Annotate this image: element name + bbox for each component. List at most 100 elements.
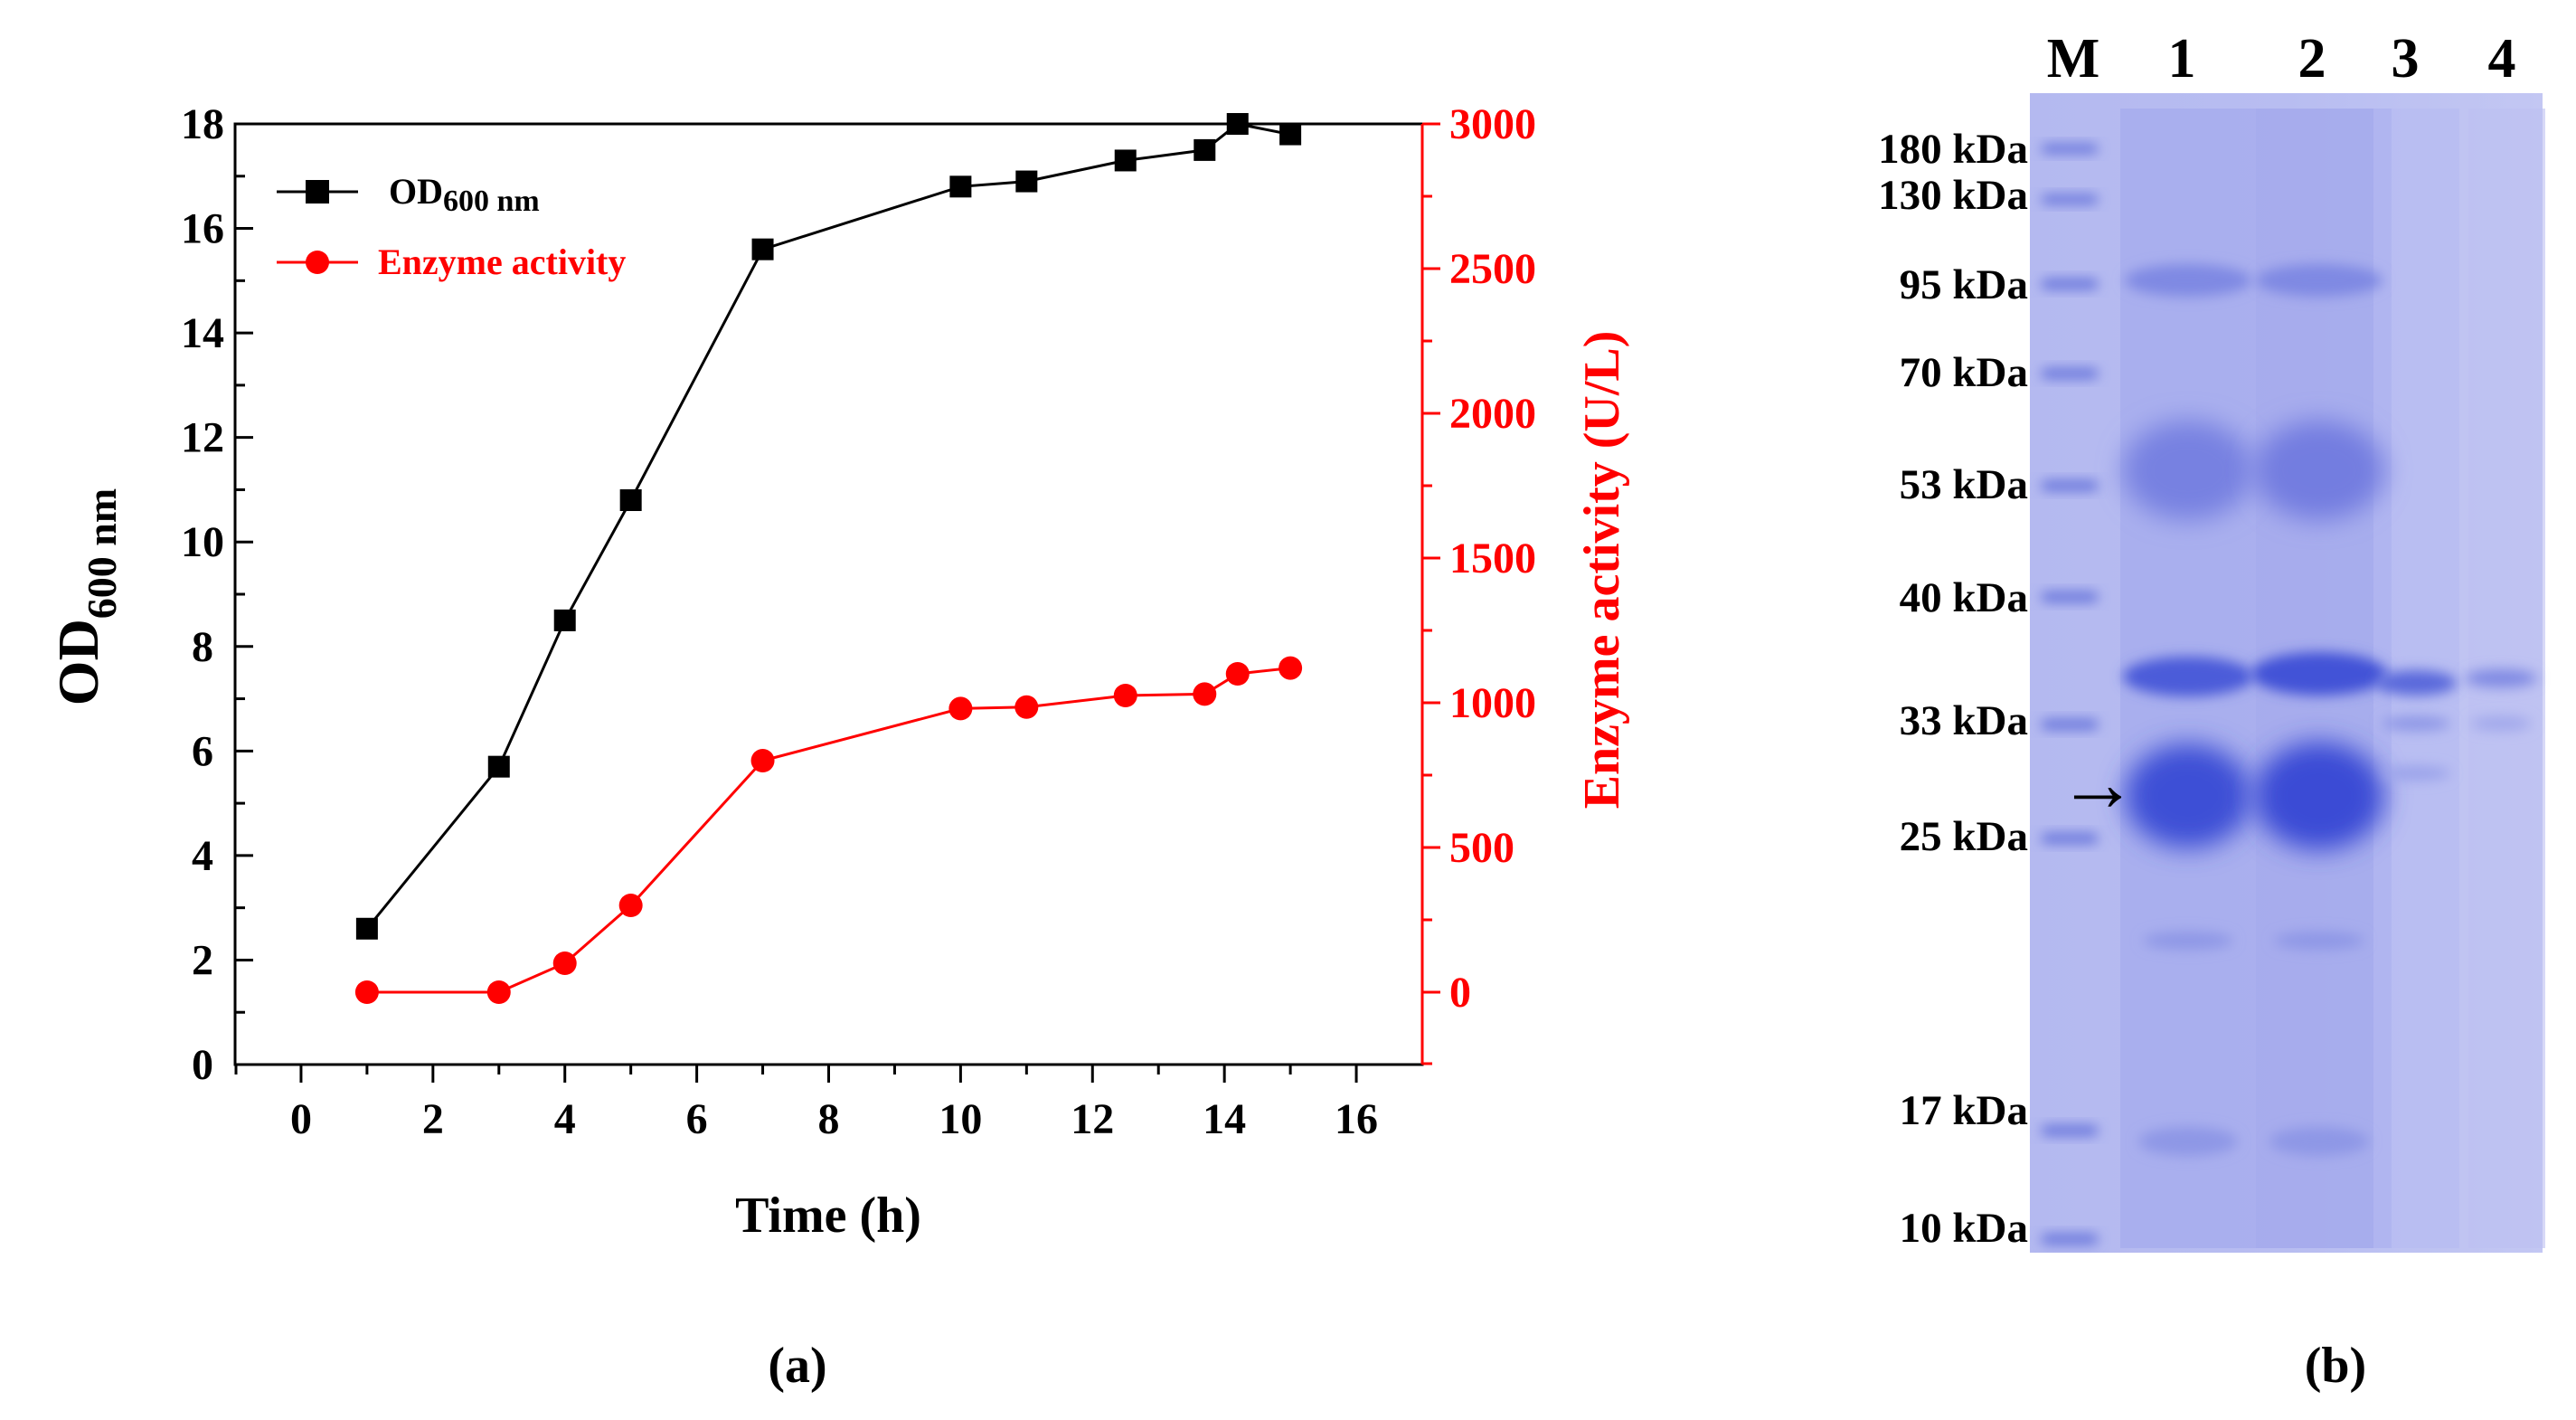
lane-4-band-faint [2470, 716, 2532, 731]
lane-1-bands [2123, 264, 2253, 1156]
x-tick-label-4: 4 [554, 1095, 576, 1143]
lane-2-band-target [2254, 742, 2384, 850]
marker-label-53: 53 kDa [1900, 461, 2028, 508]
marker-label-130: 130 kDa [1878, 172, 2028, 219]
y2-tick-label-0: 0 [1449, 969, 1471, 1017]
od600-point [553, 609, 576, 631]
y-tick-label-4: 4 [192, 832, 213, 880]
lane-4-band-33kda [2465, 669, 2537, 687]
lane-2-bands [2251, 264, 2387, 1156]
legend-activity-marker [306, 251, 329, 274]
enzyme-activity-point [1279, 656, 1303, 680]
target-band-arrow-icon: → [2058, 741, 2137, 828]
enzyme-activity-point [1225, 662, 1250, 686]
left-y-axis-title: OD600 nm [46, 488, 125, 705]
series-line-enzyme-activity [366, 667, 1291, 994]
y-tick-label-18: 18 [181, 100, 224, 148]
panel-a-caption: (a) [768, 1338, 826, 1394]
right-y-axis-title: Enzyme activity (U/L) [1574, 331, 1630, 809]
left-y-axis-ticks: 0 2 4 6 8 10 12 14 16 18 [181, 100, 253, 1089]
lane-1-band-bottom [2138, 1127, 2238, 1156]
marker-band-53 [2042, 481, 2098, 490]
od600-point [1279, 123, 1302, 146]
marker-lane-bands [2042, 145, 2098, 1244]
lane-1-band-high [2125, 264, 2251, 297]
y-tick-label-10: 10 [181, 518, 224, 566]
od600-point [1226, 113, 1249, 135]
x-tick-label-12: 12 [1071, 1095, 1114, 1143]
lane-label-2: 2 [2298, 28, 2326, 90]
marker-band-180 [2042, 145, 2098, 153]
od600-point [1114, 149, 1137, 172]
marker-band-70 [2042, 369, 2098, 378]
lane-2-band-high [2256, 264, 2383, 297]
legend-od-label: OD600 nm [389, 171, 540, 218]
od600-point [1194, 138, 1216, 161]
y2-tick-label-2500: 2500 [1449, 245, 1536, 293]
marker-label-40: 40 kDa [1900, 574, 2028, 621]
od600-point [355, 917, 378, 940]
marker-label-70: 70 kDa [1900, 349, 2028, 396]
y-tick-label-16: 16 [181, 205, 224, 253]
y-tick-label-6: 6 [192, 727, 213, 775]
od600-point [619, 489, 642, 511]
x-tick-label-14: 14 [1203, 1095, 1246, 1143]
sds-page-gel-panel: M 1 2 3 4 180 kDa 130 kDa 95 kDa 70 kDa … [1878, 28, 2545, 1394]
enzyme-activity-point [1014, 695, 1039, 719]
lane-2-band-mid [2254, 421, 2384, 520]
od600-point [751, 238, 774, 260]
lane-3-band-faint [2382, 766, 2450, 781]
y-tick-label-14: 14 [181, 309, 224, 357]
legend-od-marker [306, 180, 329, 204]
enzyme-activity-point [948, 696, 973, 721]
x-tick-label-16: 16 [1335, 1095, 1378, 1143]
od600-point [949, 175, 972, 198]
enzyme-activity-point [486, 980, 511, 1004]
marker-label-95: 95 kDa [1900, 261, 2028, 308]
marker-label-17: 17 kDa [1900, 1087, 2028, 1134]
lane-2-band-33kda [2251, 652, 2387, 696]
right-y-axis-ticks: 0 500 1000 1500 2000 2500 3000 [1420, 100, 1536, 1065]
lane-label-m: M [2047, 28, 2100, 90]
left-y-axis-title-sub: 600 nm [79, 488, 125, 619]
growth-and-activity-chart: 0 2 4 6 8 10 12 14 16 0 2 4 6 8 10 12 14 16 18 0 500 1000 15… [46, 100, 1630, 1394]
y-tick-label-2: 2 [192, 936, 213, 984]
x-tick-label-6: 6 [686, 1095, 708, 1143]
marker-band-40 [2042, 592, 2098, 601]
marker-label-25: 25 kDa [1900, 813, 2028, 860]
enzyme-activity-point [1113, 684, 1137, 707]
enzyme-activity-point [354, 980, 379, 1004]
marker-band-130 [2042, 195, 2098, 204]
enzyme-activity-point [1193, 682, 1217, 706]
lane-label-4: 4 [2488, 28, 2516, 90]
series-markers [354, 113, 1303, 1004]
y2-tick-label-2000: 2000 [1449, 390, 1536, 438]
lane-3-band-33kda [2375, 670, 2457, 696]
x-axis-ticks: 0 2 4 6 8 10 12 14 16 [234, 1065, 1378, 1143]
y2-tick-label-500: 500 [1449, 824, 1514, 872]
od600-point [1015, 170, 1038, 193]
lane-1-band-33kda [2123, 657, 2253, 696]
legend-activity-label: Enzyme activity [378, 241, 626, 282]
lane-2-band-low [2274, 932, 2364, 950]
enzyme-activity-point [552, 951, 577, 975]
left-y-axis-title-main: OD [46, 619, 110, 705]
legend-od-label-main: OD [389, 171, 443, 212]
legend: OD600 nm Enzyme activity [277, 171, 626, 282]
enzyme-activity-point [618, 894, 643, 917]
marker-band-95 [2042, 279, 2098, 289]
lane-1-band-target [2125, 743, 2251, 848]
x-tick-label-0: 0 [290, 1095, 312, 1143]
marker-band-17 [2042, 1126, 2098, 1135]
y-tick-label-0: 0 [192, 1041, 213, 1089]
od600-point [487, 755, 510, 778]
lane-1-band-low [2143, 932, 2233, 950]
marker-band-10 [2042, 1235, 2098, 1244]
y-tick-label-8: 8 [192, 623, 213, 671]
lane-3-band-lower [2382, 716, 2450, 731]
lane-1-band-mid [2123, 421, 2253, 520]
enzyme-activity-point [750, 749, 775, 772]
legend-od-label-sub: 600 nm [443, 185, 540, 218]
x-tick-label-8: 8 [818, 1095, 840, 1143]
panel-b-caption: (b) [2305, 1338, 2366, 1394]
